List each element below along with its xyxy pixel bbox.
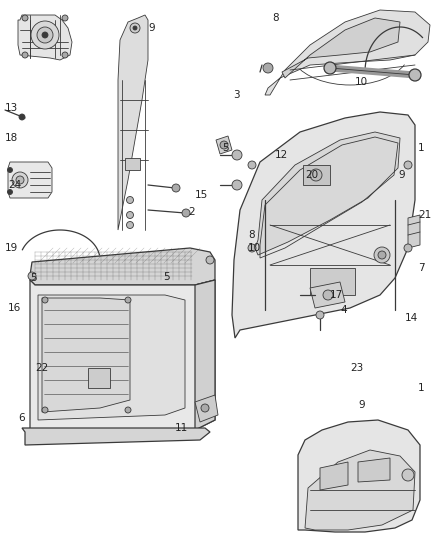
Polygon shape bbox=[320, 462, 348, 490]
Polygon shape bbox=[282, 18, 400, 78]
Text: 10: 10 bbox=[248, 243, 261, 253]
Text: 11: 11 bbox=[175, 423, 188, 433]
Circle shape bbox=[127, 222, 134, 229]
Text: 21: 21 bbox=[418, 210, 431, 220]
Text: 9: 9 bbox=[148, 23, 155, 33]
Polygon shape bbox=[30, 248, 215, 285]
Text: 7: 7 bbox=[418, 263, 424, 273]
Text: 20: 20 bbox=[305, 170, 318, 180]
Text: 5: 5 bbox=[163, 272, 170, 282]
Text: 24: 24 bbox=[8, 180, 21, 190]
Circle shape bbox=[42, 32, 48, 38]
Text: 22: 22 bbox=[35, 363, 48, 373]
Text: 14: 14 bbox=[405, 313, 418, 323]
Text: 9: 9 bbox=[398, 170, 405, 180]
Text: 18: 18 bbox=[5, 133, 18, 143]
Circle shape bbox=[16, 176, 24, 184]
Polygon shape bbox=[216, 136, 232, 154]
Polygon shape bbox=[195, 395, 218, 422]
Text: 8: 8 bbox=[248, 230, 254, 240]
Circle shape bbox=[125, 407, 131, 413]
Text: 17: 17 bbox=[330, 290, 343, 300]
Text: 12: 12 bbox=[275, 150, 288, 160]
Circle shape bbox=[220, 141, 228, 149]
Circle shape bbox=[248, 244, 256, 252]
Circle shape bbox=[62, 52, 68, 58]
Text: 23: 23 bbox=[350, 363, 363, 373]
Polygon shape bbox=[408, 215, 420, 248]
Polygon shape bbox=[118, 15, 148, 230]
Text: 4: 4 bbox=[340, 305, 346, 315]
Circle shape bbox=[404, 161, 412, 169]
Polygon shape bbox=[22, 428, 210, 445]
Circle shape bbox=[127, 197, 134, 204]
Text: 2: 2 bbox=[188, 207, 194, 217]
Circle shape bbox=[378, 251, 386, 259]
Text: 5: 5 bbox=[30, 273, 37, 283]
Circle shape bbox=[7, 190, 13, 195]
Circle shape bbox=[248, 161, 256, 169]
Text: 5: 5 bbox=[222, 143, 229, 153]
Polygon shape bbox=[88, 368, 110, 388]
Circle shape bbox=[37, 27, 53, 43]
Polygon shape bbox=[265, 10, 430, 95]
Text: 16: 16 bbox=[8, 303, 21, 313]
Circle shape bbox=[323, 290, 333, 300]
Circle shape bbox=[172, 184, 180, 192]
Text: 13: 13 bbox=[5, 103, 18, 113]
Circle shape bbox=[62, 15, 68, 21]
Polygon shape bbox=[255, 132, 400, 255]
Circle shape bbox=[182, 209, 190, 217]
Polygon shape bbox=[232, 112, 415, 338]
Polygon shape bbox=[42, 298, 130, 412]
Circle shape bbox=[133, 26, 137, 30]
Circle shape bbox=[324, 62, 336, 74]
Text: 1: 1 bbox=[418, 383, 424, 393]
Circle shape bbox=[232, 150, 242, 160]
Polygon shape bbox=[358, 458, 390, 482]
Circle shape bbox=[130, 23, 140, 33]
Circle shape bbox=[42, 407, 48, 413]
Text: 15: 15 bbox=[195, 190, 208, 200]
Circle shape bbox=[19, 114, 25, 120]
Text: 10: 10 bbox=[355, 77, 368, 87]
Text: 9: 9 bbox=[358, 400, 364, 410]
Circle shape bbox=[7, 167, 13, 173]
Circle shape bbox=[206, 256, 214, 264]
Circle shape bbox=[42, 297, 48, 303]
Polygon shape bbox=[298, 420, 420, 532]
Circle shape bbox=[28, 272, 36, 280]
Circle shape bbox=[232, 180, 242, 190]
Polygon shape bbox=[310, 268, 355, 295]
Circle shape bbox=[310, 169, 322, 181]
Polygon shape bbox=[8, 162, 52, 198]
Circle shape bbox=[127, 212, 134, 219]
Polygon shape bbox=[303, 165, 330, 185]
Circle shape bbox=[22, 52, 28, 58]
Text: 19: 19 bbox=[5, 243, 18, 253]
Circle shape bbox=[404, 244, 412, 252]
Polygon shape bbox=[125, 158, 140, 170]
Polygon shape bbox=[30, 280, 215, 438]
Circle shape bbox=[402, 469, 414, 481]
Circle shape bbox=[409, 69, 421, 81]
Circle shape bbox=[125, 297, 131, 303]
Text: 6: 6 bbox=[18, 413, 25, 423]
Circle shape bbox=[201, 404, 209, 412]
Circle shape bbox=[374, 247, 390, 263]
Circle shape bbox=[31, 21, 59, 49]
Circle shape bbox=[263, 63, 273, 73]
Text: 8: 8 bbox=[272, 13, 279, 23]
Polygon shape bbox=[38, 295, 185, 420]
Circle shape bbox=[316, 311, 324, 319]
Text: 1: 1 bbox=[418, 143, 424, 153]
Polygon shape bbox=[18, 15, 72, 60]
Polygon shape bbox=[310, 282, 345, 308]
Circle shape bbox=[12, 172, 28, 188]
Polygon shape bbox=[305, 450, 415, 530]
Circle shape bbox=[22, 15, 28, 21]
Text: 3: 3 bbox=[233, 90, 240, 100]
Polygon shape bbox=[195, 280, 215, 430]
